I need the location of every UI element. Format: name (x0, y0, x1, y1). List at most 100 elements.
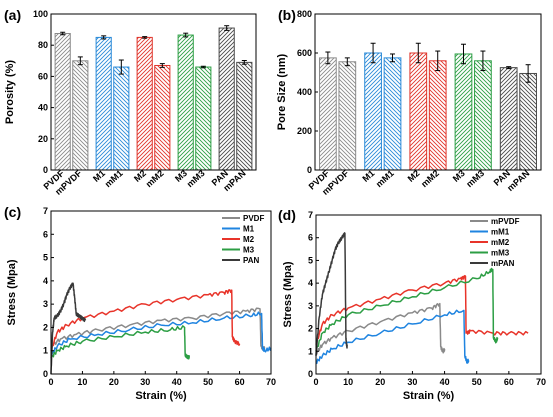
bar-PAN (499, 67, 518, 171)
bar-M3 (454, 53, 473, 171)
category-label: mM3 (185, 168, 207, 189)
x-tick-label: 20 (109, 377, 119, 387)
series-PAN (50, 282, 87, 375)
y-tick-label: 40 (38, 103, 48, 113)
y-tick-label: 100 (33, 9, 48, 19)
legend-item-mM2: mM2 (491, 238, 510, 247)
x-tick-label: 10 (343, 377, 353, 387)
y-tick-label: 200 (297, 126, 312, 136)
y-tick-label: 1 (308, 346, 313, 356)
y-tick-label: 0 (307, 165, 312, 175)
bar-M2 (409, 52, 428, 171)
y-axis-label: Stress (Mpa) (282, 261, 294, 327)
y-tick-label: 1 (43, 346, 48, 356)
bar-PVDF (319, 57, 337, 171)
x-tick-label: 0 (313, 377, 318, 387)
bar-M1 (95, 36, 112, 171)
bar-PVDF (54, 33, 71, 171)
y-tick-label: 4 (308, 278, 313, 288)
category-label: mM1 (103, 168, 125, 189)
y-tick-label: 3 (43, 299, 48, 309)
category-label: mM2 (144, 168, 166, 189)
series-mM3 (315, 267, 499, 352)
bar-mM2 (154, 64, 171, 171)
legend-item-M2: M2 (243, 235, 255, 244)
legend-item-M1: M1 (243, 225, 255, 234)
y-tick-label: 80 (38, 40, 48, 50)
y-axis-label: Porosity (%) (4, 60, 16, 125)
x-tick-label: 60 (504, 377, 514, 387)
panel-label-c: (c) (4, 204, 21, 220)
y-tick-label: 7 (308, 210, 313, 220)
legend-item-mPAN: mPAN (491, 259, 515, 268)
y-axis-label: Stress (Mpa) (6, 259, 18, 325)
y-tick-label: 2 (43, 322, 48, 332)
y-tick-label: 0 (43, 165, 48, 175)
y-tick-label: 0 (43, 369, 48, 379)
x-tick-label: 60 (235, 377, 245, 387)
y-tick-label: 4 (43, 276, 48, 286)
y-tick-label: 0 (308, 369, 313, 379)
bar-mM1 (113, 66, 130, 171)
stress-strain-chart-c: 0 10 20 30 40 50 60 70 0 1 2 3 4 5 6 7 Strain (%) Stress … (6, 206, 276, 402)
x-tick-label: 40 (440, 377, 450, 387)
y-tick-label: 60 (38, 71, 48, 81)
x-axis-label: Strain (%) (403, 390, 455, 402)
y-tick-label: 400 (297, 87, 312, 97)
legend-item-M3: M3 (243, 246, 255, 255)
category-label: mPAN (505, 168, 531, 193)
bar-mPAN (519, 72, 537, 171)
series-mM2 (315, 274, 529, 345)
legend-item-PAN: PAN (243, 256, 260, 265)
y-tick-label: 6 (43, 229, 48, 239)
stress-strain-chart-d: 0 10 20 30 40 50 60 70 0 1 2 3 4 5 6 7 Strain (%) Stress … (282, 210, 546, 402)
legend-item-PVDF: PVDF (243, 214, 264, 223)
x-tick-label: 30 (407, 377, 417, 387)
bar-mM1 (383, 57, 402, 171)
x-tick-label: 50 (472, 377, 482, 387)
bar-M1 (364, 52, 382, 171)
bar-mM3 (195, 66, 212, 171)
plot-frame (50, 210, 272, 375)
y-tick-label: 3 (308, 301, 313, 311)
y-tick-label: 600 (297, 48, 312, 58)
x-tick-label: 70 (266, 377, 276, 387)
y-tick-label: 5 (308, 255, 313, 265)
x-axis-label: Strain (%) (135, 390, 187, 402)
y-tick-label: 800 (297, 9, 312, 19)
series-M1 (50, 311, 272, 357)
series-PVDF (50, 307, 266, 351)
bar-mPAN (236, 61, 253, 171)
bar-M2 (136, 36, 153, 171)
x-tick-label: 10 (77, 377, 87, 387)
plot-frame (315, 214, 542, 375)
x-tick-label: 40 (172, 377, 182, 387)
series-mPVDF (315, 302, 446, 355)
panel-label-b: (b) (278, 7, 296, 23)
panel-label-a: (a) (4, 7, 21, 23)
bar-mM2 (428, 60, 447, 171)
legend-item-mPVDF: mPVDF (491, 217, 520, 226)
legend-item-mM3: mM3 (491, 249, 510, 258)
panel-label-d: (d) (278, 207, 296, 223)
bar-mM3 (474, 60, 492, 171)
series-M3 (50, 325, 191, 360)
series-M2 (50, 289, 241, 351)
series-mPAN (315, 232, 348, 356)
y-tick-label: 20 (38, 134, 48, 144)
bar-mPVDF (72, 60, 89, 171)
category-label: mM1 (374, 168, 396, 189)
category-label: mM2 (419, 168, 441, 189)
y-axis-label: Pore Size (nm) (276, 53, 288, 130)
category-label: mM3 (464, 168, 486, 189)
y-tick-label: 5 (43, 253, 48, 263)
x-tick-label: 50 (203, 377, 213, 387)
bar-mPVDF (338, 61, 357, 171)
legend-item-mM1: mM1 (491, 228, 510, 237)
plot-frame (50, 13, 257, 171)
